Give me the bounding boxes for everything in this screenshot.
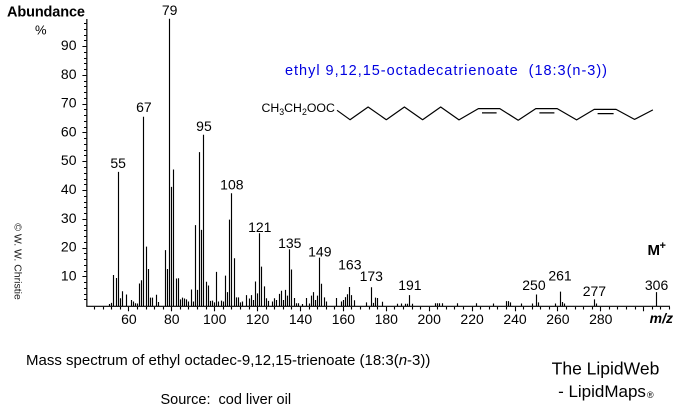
svg-text:149: 149	[308, 244, 332, 260]
svg-text:30: 30	[61, 210, 77, 226]
svg-text:ethyl 9,12,15-octadecatrienoat: ethyl 9,12,15-octadecatrienoate (18:3(n-…	[285, 63, 607, 79]
svg-text:%: %	[35, 22, 47, 37]
svg-text:90: 90	[61, 37, 77, 53]
svg-text:10: 10	[61, 267, 77, 283]
svg-text:191: 191	[398, 277, 422, 293]
svg-text:100: 100	[203, 311, 227, 327]
svg-text:180: 180	[375, 311, 399, 327]
svg-text:240: 240	[503, 311, 527, 327]
svg-text:260: 260	[546, 311, 570, 327]
svg-text:173: 173	[360, 268, 384, 284]
svg-text:140: 140	[289, 311, 313, 327]
svg-text:60: 60	[121, 311, 137, 327]
svg-text:- LipidMaps: - LipidMaps	[558, 382, 646, 401]
svg-text:220: 220	[460, 311, 484, 327]
svg-text:163: 163	[338, 257, 362, 273]
svg-text:250: 250	[522, 277, 546, 293]
svg-text:70: 70	[61, 95, 77, 111]
svg-text:m/z: m/z	[650, 310, 673, 326]
svg-text:67: 67	[136, 99, 152, 115]
svg-text:®: ®	[647, 390, 654, 400]
svg-text:200: 200	[418, 311, 442, 327]
svg-text:Source: cod liver oil: Source: cod liver oil	[161, 392, 292, 408]
svg-text:306: 306	[645, 277, 669, 293]
svg-text:55: 55	[110, 155, 126, 171]
svg-text:95: 95	[196, 118, 212, 134]
svg-text:108: 108	[220, 177, 244, 193]
svg-text:40: 40	[61, 181, 77, 197]
svg-text:CH3CH2OOC: CH3CH2OOC	[262, 101, 335, 117]
svg-text:135: 135	[278, 235, 302, 251]
svg-text:50: 50	[61, 152, 77, 168]
svg-text:280: 280	[589, 311, 613, 327]
svg-text:© W. W. Christie: © W. W. Christie	[12, 223, 24, 300]
svg-text:The LipidWeb: The LipidWeb	[552, 359, 660, 379]
svg-text:277: 277	[583, 283, 607, 299]
svg-text:261: 261	[548, 268, 572, 284]
svg-text:121: 121	[248, 219, 272, 235]
svg-text:79: 79	[162, 2, 178, 18]
svg-text:160: 160	[332, 311, 356, 327]
svg-text:120: 120	[246, 311, 270, 327]
svg-text:20: 20	[61, 239, 77, 255]
svg-text:80: 80	[61, 66, 77, 82]
svg-text:Abundance: Abundance	[7, 5, 85, 21]
svg-text:+: +	[660, 240, 666, 252]
svg-text:80: 80	[164, 311, 180, 327]
svg-text:M: M	[648, 242, 661, 259]
svg-text:Mass spectrum of ethyl octadec: Mass spectrum of ethyl octadec-9,12,15-t…	[26, 352, 430, 369]
svg-text:60: 60	[61, 124, 77, 140]
